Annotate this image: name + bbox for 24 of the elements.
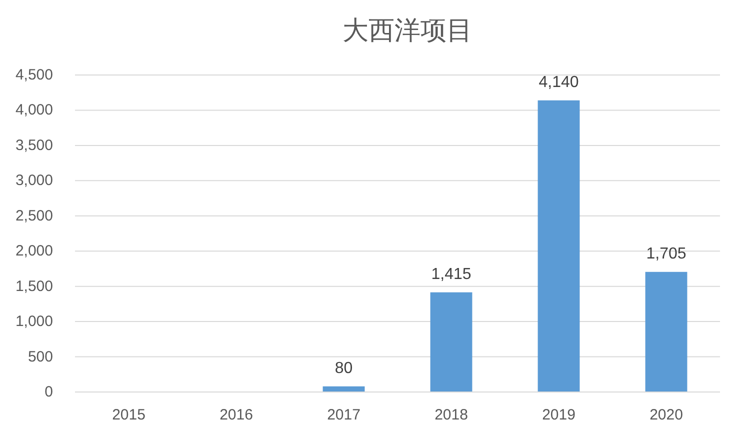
- y-tick-label: 1,500: [15, 278, 53, 295]
- x-tick-label: 2017: [327, 406, 360, 424]
- x-tick-label: 2020: [650, 406, 683, 424]
- bar: [538, 100, 580, 392]
- chart-title: 大西洋项目: [342, 15, 472, 45]
- y-tick-label: 3,500: [15, 136, 53, 154]
- data-label: 80: [334, 360, 353, 377]
- data-label: 1,705: [646, 245, 686, 262]
- y-tick-label: 4,500: [15, 66, 53, 84]
- x-tick-label: 2015: [112, 406, 146, 424]
- bar: [430, 292, 472, 392]
- data-label: 4,140: [538, 74, 579, 91]
- bar: [645, 272, 688, 392]
- data-label: 1,415: [431, 266, 472, 283]
- y-tick-label: 3,000: [15, 172, 53, 190]
- y-tick-label: 1,000: [15, 313, 53, 330]
- x-tick-label: 2018: [434, 406, 468, 424]
- y-tick-label: 4,000: [15, 102, 53, 119]
- y-tick-label: 2,000: [15, 242, 53, 260]
- x-tick-label: 2016: [220, 406, 253, 424]
- y-tick-label: 500: [28, 348, 53, 366]
- x-tick-label: 2019: [542, 406, 576, 424]
- y-tick-label: 2,500: [15, 207, 53, 224]
- y-tick-label: 0: [44, 384, 53, 400]
